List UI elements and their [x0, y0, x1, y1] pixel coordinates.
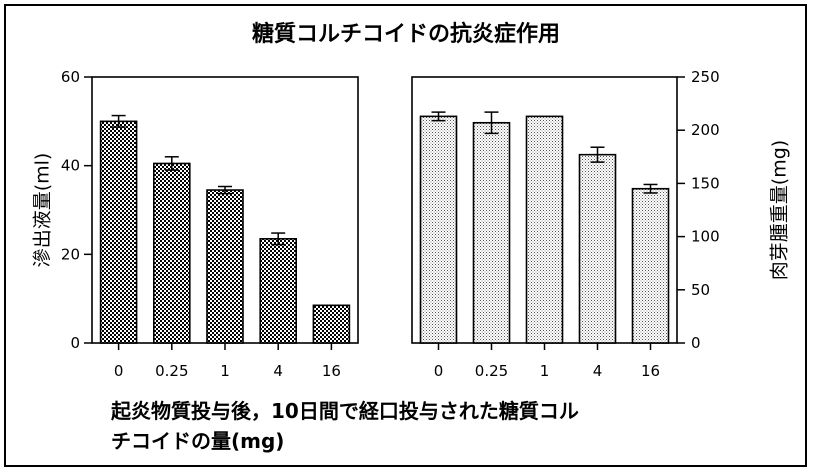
y-tick-label: 60	[61, 68, 80, 86]
x-tick-label: 0	[434, 362, 444, 380]
y-tick-label: 150	[691, 174, 720, 192]
y-tick-label: 200	[691, 121, 720, 139]
y-tick-label: 50	[691, 281, 710, 299]
bar	[525, 115, 564, 344]
x-tick-label: 4	[593, 362, 603, 380]
bar	[99, 120, 138, 344]
x-tick-label: 4	[273, 362, 283, 380]
y-axis-label: 肉芽腫重量(mg)	[769, 140, 791, 280]
bar	[312, 304, 351, 344]
x-tick-label: 16	[641, 362, 660, 380]
bar	[631, 187, 670, 344]
x-tick-label: 0.25	[475, 362, 508, 380]
x-tick-label: 0.25	[155, 362, 188, 380]
x-tick-label: 16	[322, 362, 341, 380]
bar	[419, 115, 458, 344]
caption-line-1: 起炎物質投与後，10日間で経口投与された糖質コル	[110, 399, 579, 423]
x-tick-label: 0	[114, 362, 124, 380]
figure-frame	[4, 4, 807, 467]
y-tick-label: 20	[61, 245, 80, 263]
y-tick-label: 0	[70, 334, 80, 352]
bar	[259, 238, 298, 344]
y-tick-label: 100	[691, 228, 720, 246]
left-panel: 0 20 40 60 0 0.25 1 4 16 滲出液量(ml)	[32, 68, 359, 380]
chart-title: 糖質コルチコイドの抗炎症作用	[252, 21, 560, 47]
y-tick-label: 40	[61, 157, 80, 175]
bar	[206, 189, 244, 344]
x-tick-label: 1	[220, 362, 230, 380]
y-axis-label: 滲出液量(ml)	[32, 153, 54, 268]
caption-line-2: チコイドの量(mg)	[111, 429, 284, 453]
bar	[472, 121, 511, 344]
y-tick-label: 0	[691, 334, 701, 352]
y-tick-label: 250	[691, 68, 720, 86]
bar	[578, 153, 617, 344]
right-panel: 0 50 100 150 200 250 0 0.25 1 4 16 肉芽腫重量(mg)	[411, 68, 791, 380]
x-tick-label: 1	[540, 362, 550, 380]
bar	[153, 162, 191, 344]
